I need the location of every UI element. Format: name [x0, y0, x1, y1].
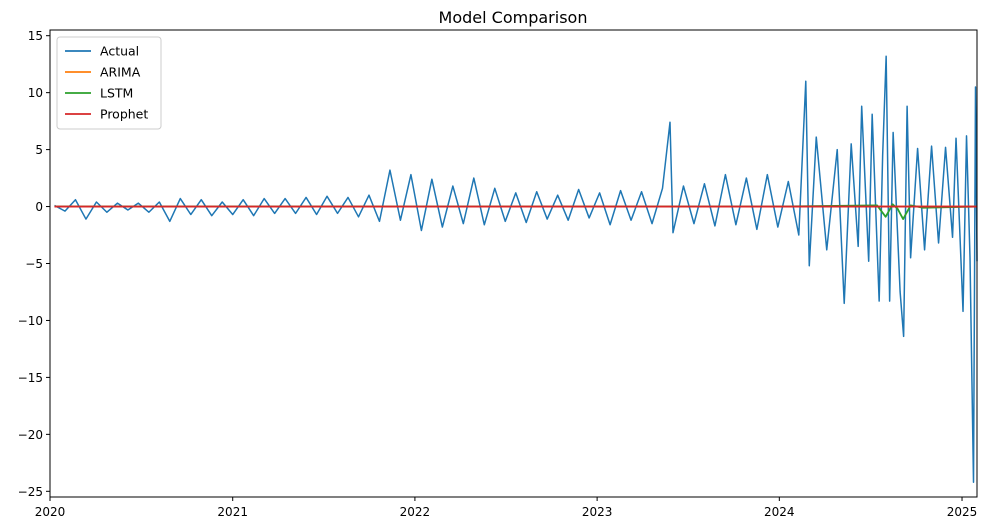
y-tick-label: 15: [28, 29, 43, 43]
y-tick-label: −25: [18, 485, 43, 499]
legend-label-lstm: LSTM: [100, 86, 133, 101]
x-tick-label: 2024: [764, 505, 795, 519]
x-tick-label: 2022: [400, 505, 431, 519]
legend: Actual ARIMA LSTM Prophet: [56, 36, 162, 130]
x-tick-label: 2025: [947, 505, 978, 519]
legend-label-prophet: Prophet: [100, 107, 148, 122]
y-tick-label: −10: [18, 314, 43, 328]
series-layer: [50, 30, 978, 497]
x-tick-label: 2020: [35, 505, 66, 519]
legend-label-arima: ARIMA: [100, 65, 141, 80]
legend-box: [56, 36, 162, 130]
axis-layer: −25 −20 −15 −10 −5 0 5 10 15 2020 2021 2022 2023 2024…: [18, 29, 978, 519]
y-tick-label: 0: [35, 200, 43, 214]
x-tick-label: 2023: [582, 505, 613, 519]
y-tick-label: 5: [35, 143, 43, 157]
y-tick-label: −15: [18, 371, 43, 385]
y-tick-label: −5: [25, 257, 43, 271]
chart-title: Model Comparison: [439, 8, 588, 27]
y-tick-label: −20: [18, 428, 43, 442]
y-tick-label: 10: [28, 86, 43, 100]
plot-area: [50, 30, 977, 497]
legend-label-actual: Actual: [100, 44, 139, 59]
x-tick-label: 2021: [217, 505, 248, 519]
